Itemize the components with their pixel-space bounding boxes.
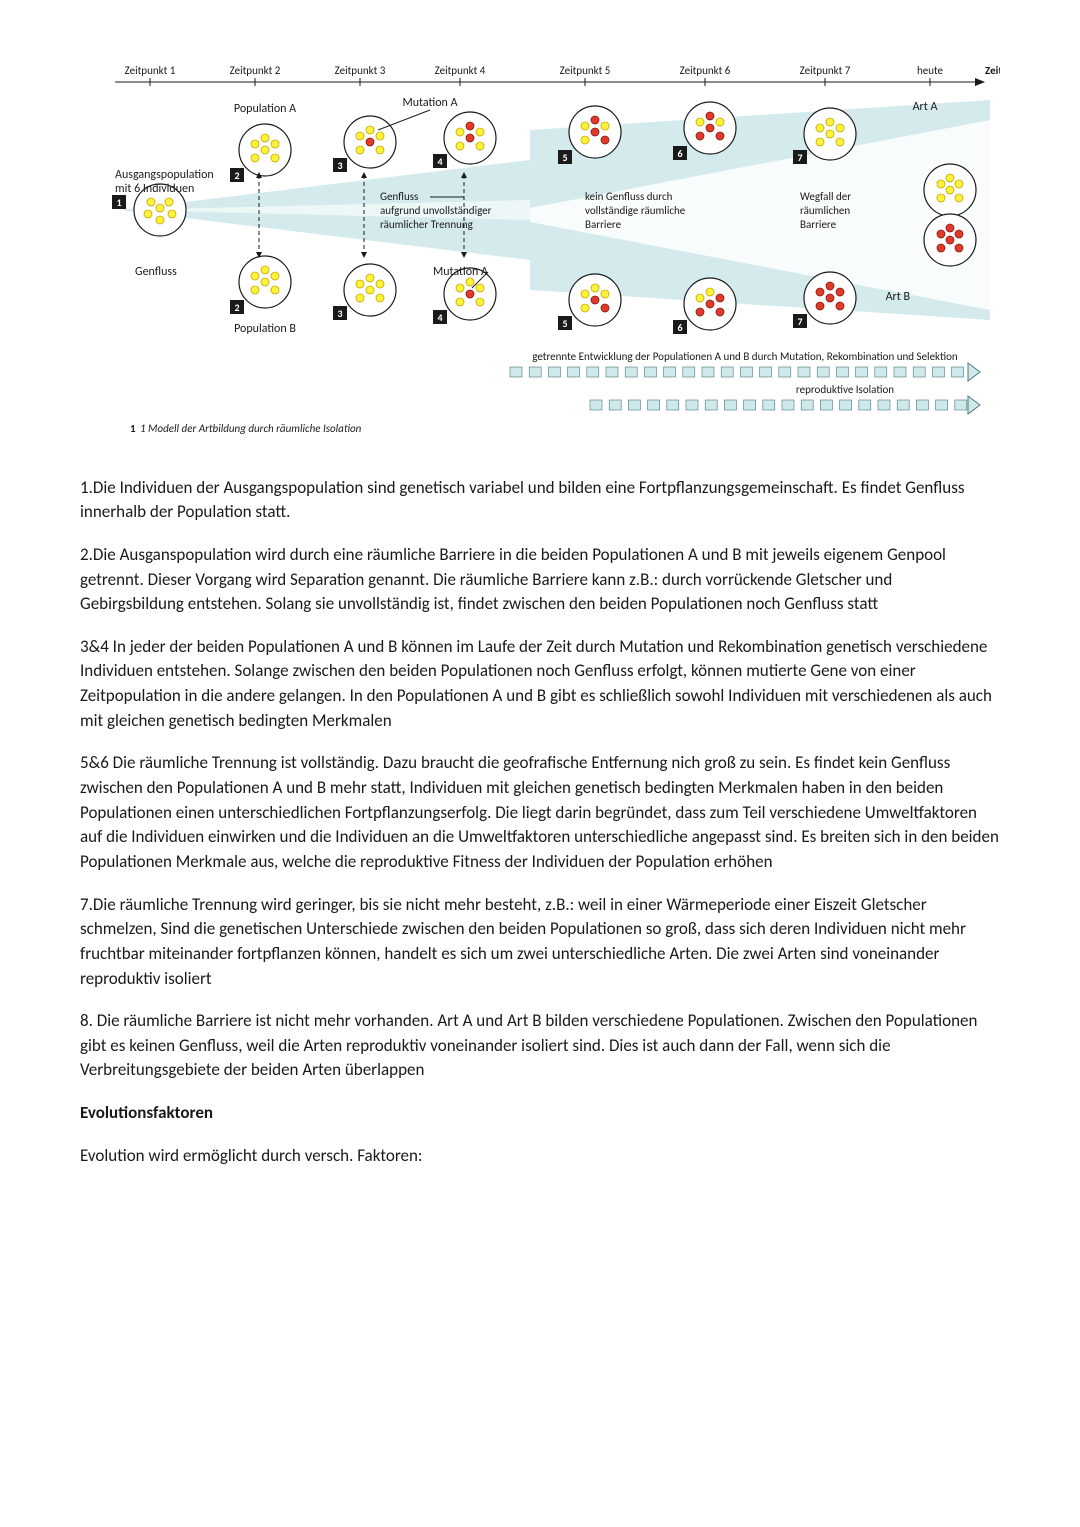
svg-text:3: 3 xyxy=(337,307,342,320)
speciation-diagram: Zeitpunkt 1 Zeitpunkt 2 Zeitpunkt 3 Zeitpun… xyxy=(80,60,1000,448)
svg-text:Zeit: Zeit xyxy=(985,64,1000,77)
svg-text:kein Genfluss durch: kein Genfluss durch xyxy=(585,190,673,203)
para-3-4: 3&4 In jeder der beiden Populationen A u… xyxy=(80,635,1000,734)
para-7: 7.Die räumliche Trennung wird geringer, … xyxy=(80,893,1000,992)
svg-text:reproduktive Isolation: reproduktive Isolation xyxy=(796,383,894,396)
para-2: 2.Die Ausganspopulation wird durch eine … xyxy=(80,543,1000,617)
svg-text:Art B: Art B xyxy=(886,290,911,304)
svg-text:1: 1 xyxy=(130,422,136,435)
svg-text:Genfluss: Genfluss xyxy=(380,190,418,203)
svg-text:Barriere: Barriere xyxy=(800,218,837,231)
svg-text:Zeitpunkt 6: Zeitpunkt 6 xyxy=(680,64,731,77)
svg-text:7: 7 xyxy=(797,315,802,328)
para-8: 8. Die räumliche Barriere ist nicht mehr… xyxy=(80,1009,1000,1083)
svg-text:6: 6 xyxy=(677,321,682,334)
svg-text:4: 4 xyxy=(437,311,442,324)
svg-text:getrennte Entwicklung der Popu: getrennte Entwicklung der Populationen A… xyxy=(532,350,958,363)
svg-text:5: 5 xyxy=(562,151,567,164)
svg-text:Mutation A: Mutation A xyxy=(402,96,457,110)
svg-text:aufgrund unvollständiger: aufgrund unvollständiger xyxy=(380,204,492,217)
svg-text:Population A: Population A xyxy=(234,102,296,116)
svg-text:Ausgangspopulation: Ausgangspopulation xyxy=(115,168,214,182)
svg-text:Wegfall der: Wegfall der xyxy=(800,190,851,203)
svg-text:Zeitpunkt 2: Zeitpunkt 2 xyxy=(230,64,281,77)
para-1: 1.Die Individuen der Ausgangspopulation … xyxy=(80,476,1000,525)
svg-text:Zeitpunkt 5: Zeitpunkt 5 xyxy=(560,64,611,77)
svg-text:räumlicher Trennung: räumlicher Trennung xyxy=(380,218,473,231)
svg-text:räumlichen: räumlichen xyxy=(800,204,850,217)
svg-text:heute: heute xyxy=(917,64,944,77)
svg-text:Genfluss: Genfluss xyxy=(135,265,177,279)
para-5-6: 5&6 Die räumliche Trennung ist vollständ… xyxy=(80,751,1000,874)
svg-text:Mutation A: Mutation A xyxy=(433,265,488,279)
svg-text:4: 4 xyxy=(437,155,442,168)
svg-text:Barriere: Barriere xyxy=(585,218,622,231)
svg-text:7: 7 xyxy=(797,151,802,164)
svg-text:Zeitpunkt 4: Zeitpunkt 4 xyxy=(435,64,486,77)
svg-text:2: 2 xyxy=(234,301,239,314)
svg-text:5: 5 xyxy=(562,317,567,330)
svg-text:mit 6 Individuen: mit 6 Individuen xyxy=(115,182,194,196)
svg-text:Population B: Population B xyxy=(234,322,296,336)
svg-text:Zeitpunkt 3: Zeitpunkt 3 xyxy=(335,64,386,77)
svg-text:Zeitpunkt 1: Zeitpunkt 1 xyxy=(125,64,176,77)
svg-text:1: 1 xyxy=(116,196,121,209)
svg-text:Art A: Art A xyxy=(913,100,938,114)
svg-text:2: 2 xyxy=(234,169,239,182)
svg-text:Zeitpunkt 7: Zeitpunkt 7 xyxy=(800,64,851,77)
final-line: Evolution wird ermöglicht durch versch. … xyxy=(80,1144,1000,1169)
svg-text:vollständige räumliche: vollständige räumliche xyxy=(585,204,686,217)
svg-text:3: 3 xyxy=(337,159,342,172)
svg-text:1 Modell der Artbildung durch: 1 Modell der Artbildung durch räumliche … xyxy=(140,422,362,435)
svg-text:6: 6 xyxy=(677,147,682,160)
heading-evolutionsfaktoren: Evolutionsfaktoren xyxy=(80,1101,1000,1126)
